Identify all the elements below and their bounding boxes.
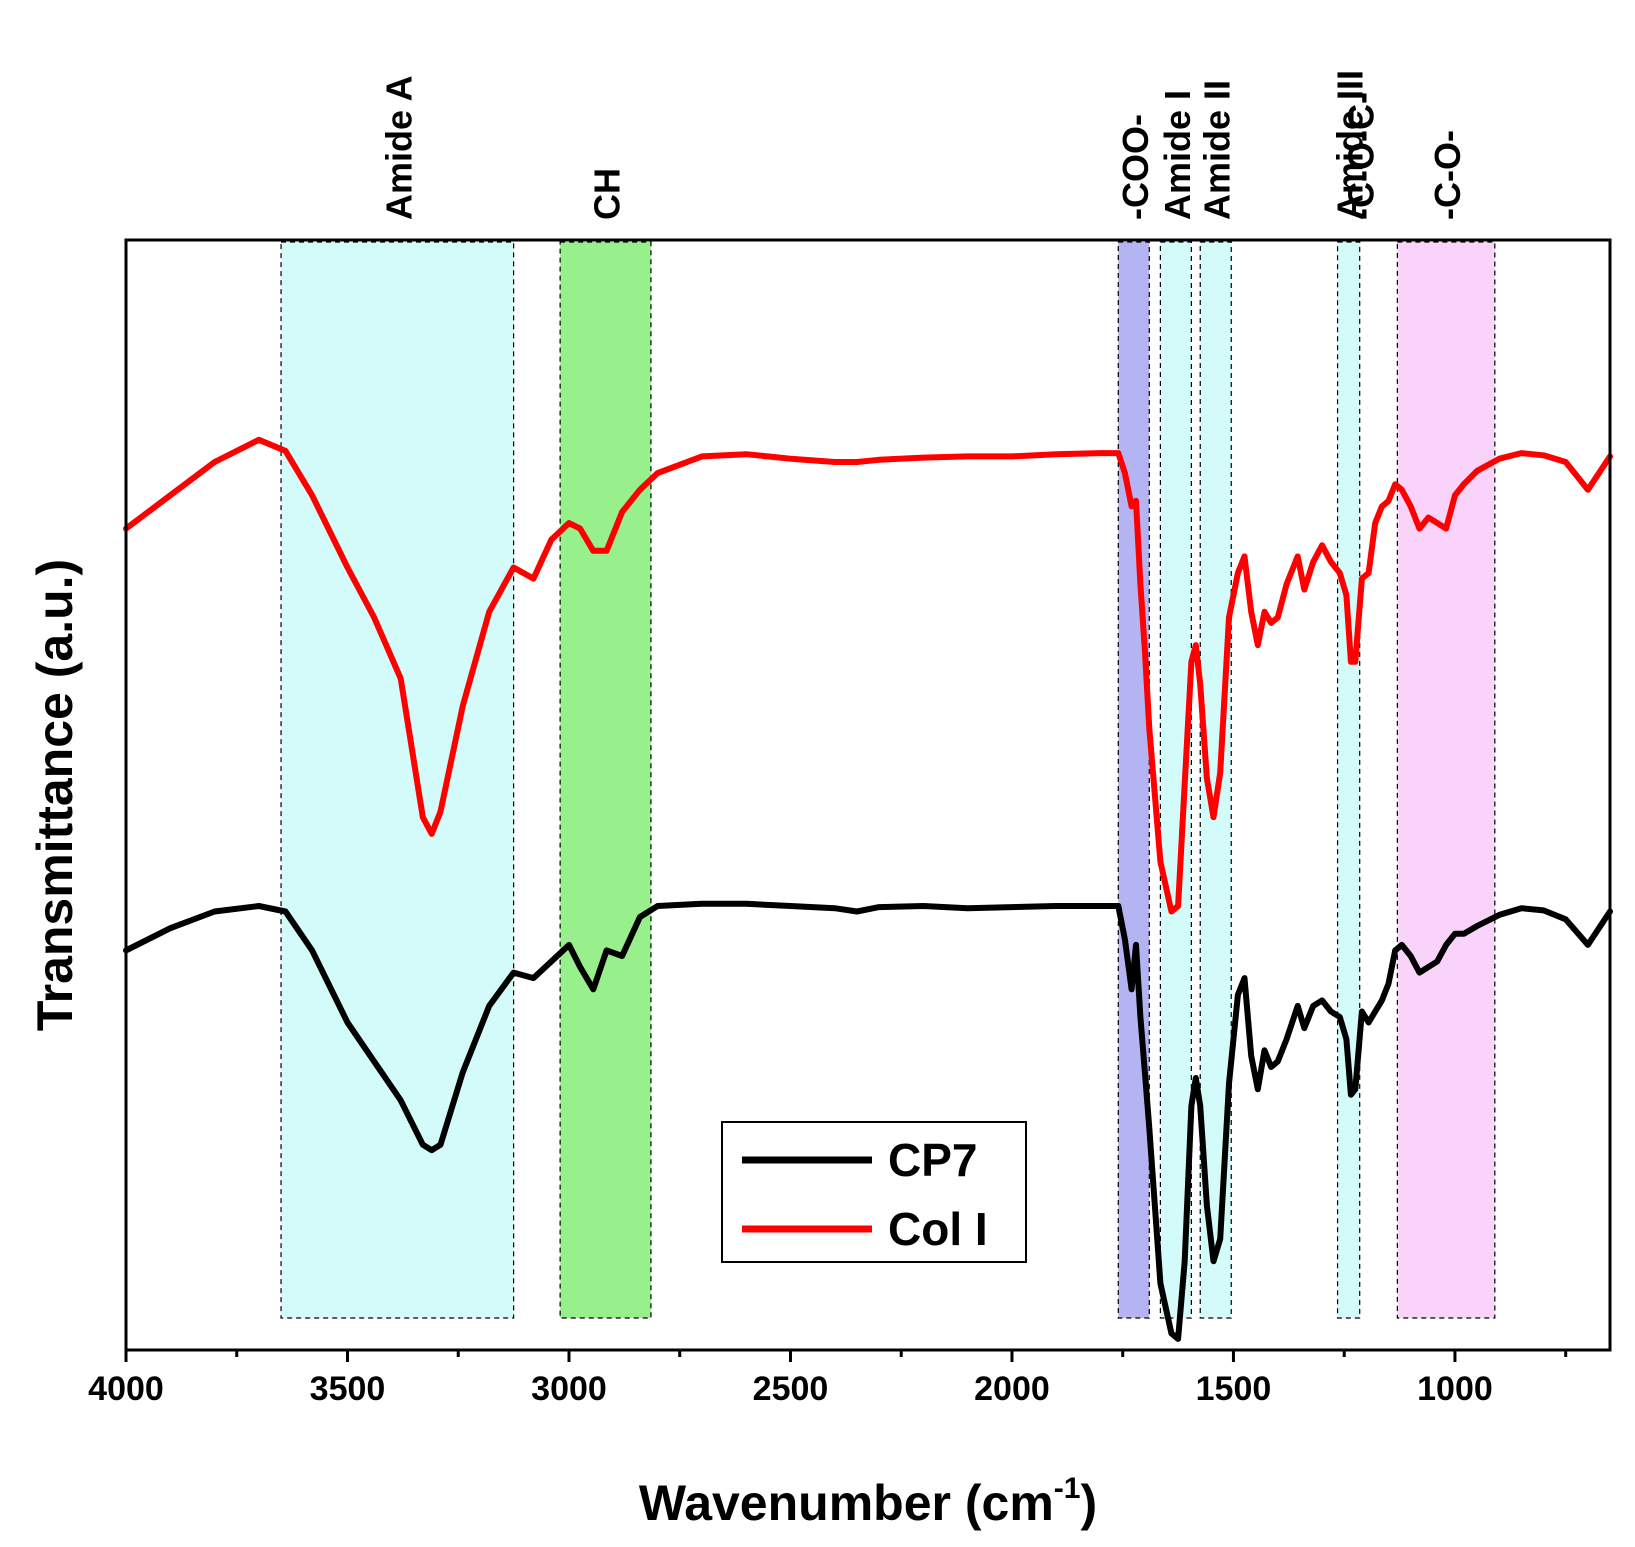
series-line-col-i [123,436,1613,915]
y-axis-title: Transmittance (a.u.) [27,559,83,1031]
band-coo [1117,241,1150,1319]
legend-label-cp7: CP7 [888,1134,977,1186]
band-label-amide-ii: Amide II [1197,80,1238,220]
x-tick-label-1000: 1000 [1417,1370,1493,1408]
x-tick-label-3000: 3000 [531,1370,607,1408]
x-axis-ticks: 4000 3500 3000 2500 2000 1500 1000 [88,1350,1568,1408]
series-line-cp7 [123,900,1613,1342]
series-lines [123,436,1613,1342]
band-label-amide-a: Amide A [378,75,419,220]
x-tick-label-4000: 4000 [88,1370,164,1408]
band-label-amide-i: Amide I [1157,90,1198,220]
x-axis-title: Wavenumber (cm-1) [639,1472,1097,1531]
band-amide-a [280,241,515,1319]
x-tick-label-3500: 3500 [310,1370,386,1408]
band-label-ch: CH [587,168,628,220]
band-label-coo: -COO- [1115,114,1156,220]
x-tick-label-1500: 1500 [1196,1370,1272,1408]
band-label-c-o-c: -C-O-C- [1341,92,1382,220]
band-amide-iii [1336,241,1361,1319]
band-label-c-o: -C-O- [1427,130,1468,220]
x-tick-label-2500: 2500 [753,1370,829,1408]
band-c-o [1396,241,1496,1319]
band-label-amide-iii: Amide III [1330,70,1371,220]
legend: CP7 Col I [721,1121,1027,1263]
plot-frame [124,238,1612,1352]
legend-label-col-i: Col I [888,1203,988,1255]
band-ch [559,241,652,1319]
x-tick-label-2000: 2000 [974,1370,1050,1408]
legend-box [721,1121,1027,1263]
